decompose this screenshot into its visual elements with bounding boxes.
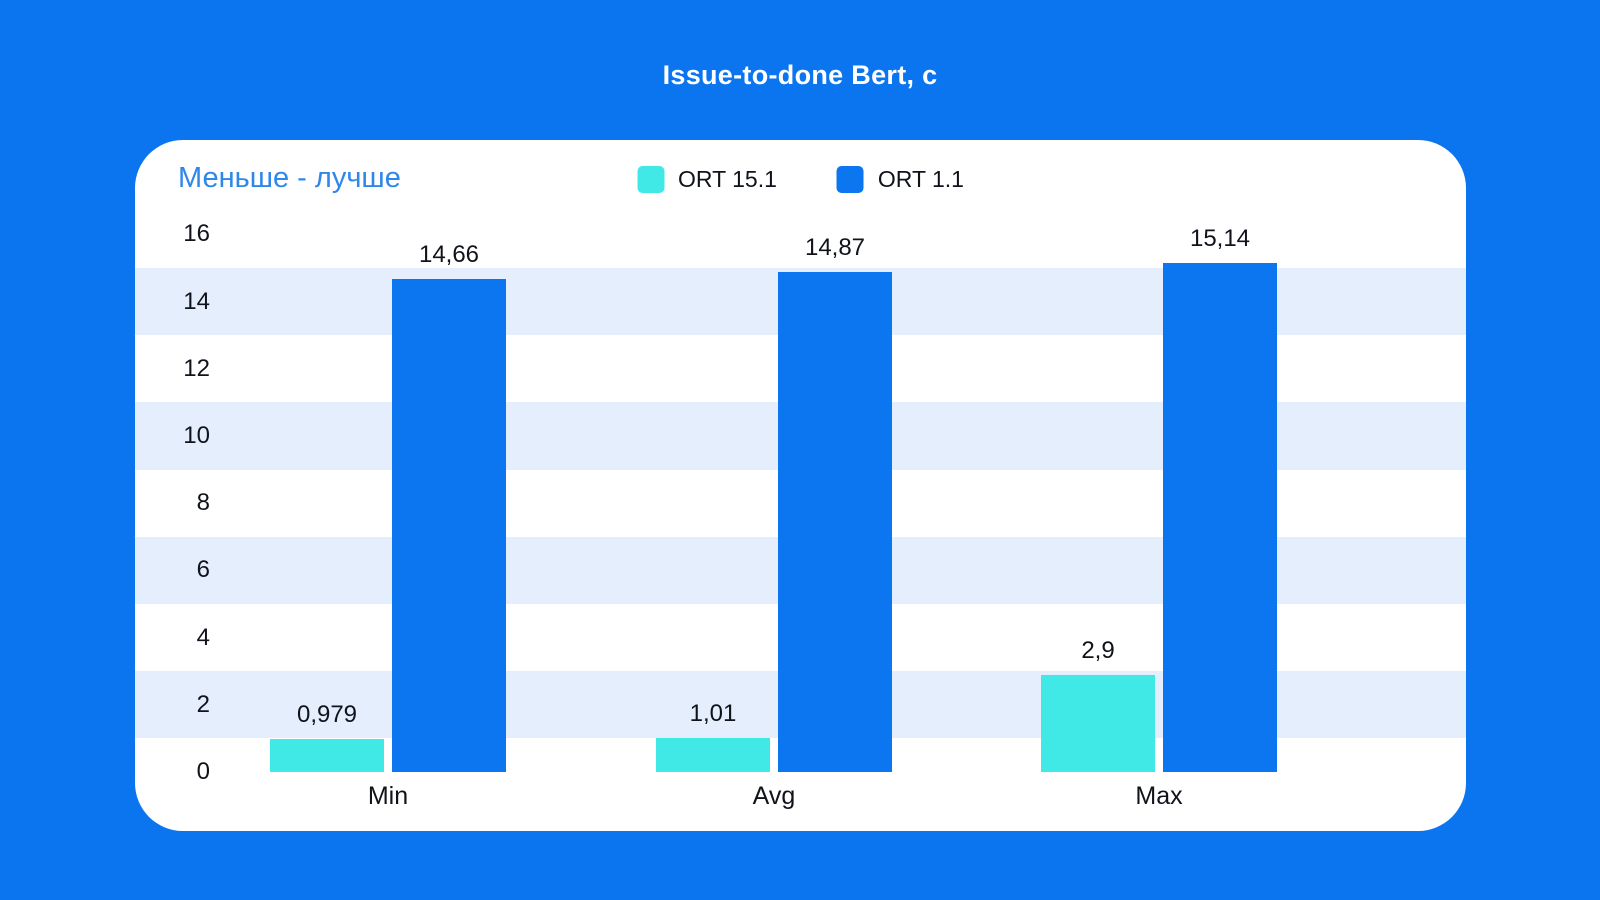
legend: ORT 15.1 ORT 1.1 [637, 166, 964, 193]
bar-max-ort-15-1 [1041, 674, 1155, 772]
legend-swatch-ort-1-1-icon [836, 166, 864, 193]
y-axis-tick-label: 16 [183, 220, 210, 248]
y-axis-tick-label: 14 [183, 287, 210, 315]
legend-swatch-ort-15-1-icon [637, 166, 665, 193]
value-label-min-ort-1-1: 14,66 [418, 241, 480, 269]
y-axis-tick-label: 8 [196, 489, 210, 517]
legend-item-ort-15-1: ORT 15.1 [637, 166, 777, 193]
legend-item-ort-1-1: ORT 1.1 [836, 166, 964, 193]
x-axis-label-avg: Avg [752, 782, 796, 810]
bar-avg-ort-15-1 [656, 738, 770, 772]
bar-min-ort-1-1 [392, 279, 506, 772]
chart-title: Issue-to-done Bert, c [662, 60, 938, 90]
bar-avg-ort-1-1 [778, 272, 892, 772]
x-axis-label-max: Max [1135, 782, 1183, 810]
value-label-avg-ort-1-1: 14,87 [804, 234, 866, 262]
chart-card: Меньше - лучше ORT 15.1 ORT 1.1 0 2 4 6 8 10 1… [135, 140, 1466, 831]
value-label-min-ort-15-1: 0,979 [296, 701, 358, 729]
y-axis-tick-label: 2 [196, 690, 210, 718]
y-axis-tick-label: 0 [196, 758, 210, 785]
y-axis-tick-label: 10 [183, 422, 210, 449]
y-axis-tick-label: 6 [196, 556, 210, 584]
plot-area: 0 2 4 6 8 10 12 14 16 0,979 14,66 Min 1,01 14,87 Avg 2,… [135, 140, 1466, 831]
less-is-better-note: Меньше - лучше [178, 162, 401, 194]
y-axis-tick-label: 12 [183, 354, 210, 382]
legend-label-ort-1-1: ORT 1.1 [877, 166, 964, 192]
legend-label-ort-15-1: ORT 15.1 [678, 166, 777, 192]
bar-min-ort-15-1 [270, 739, 384, 772]
bar-max-ort-1-1 [1163, 263, 1277, 772]
value-label-max-ort-15-1: 2,9 [1081, 636, 1115, 664]
value-label-max-ort-1-1: 15,14 [1189, 225, 1251, 253]
x-axis-label-min: Min [367, 782, 409, 810]
value-label-avg-ort-15-1: 1,01 [689, 700, 737, 728]
y-axis-tick-label: 4 [196, 623, 210, 651]
